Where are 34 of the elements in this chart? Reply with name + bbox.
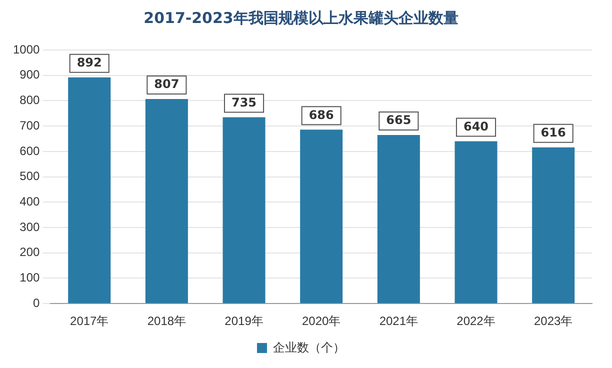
- bar: [145, 98, 188, 304]
- data-label: 892: [76, 56, 102, 70]
- x-tick-label: 2017年: [70, 314, 109, 328]
- y-tick-label: 300: [20, 220, 40, 234]
- data-label: 640: [463, 119, 489, 134]
- y-tick-label: 0: [33, 296, 40, 310]
- y-tick-label: 1000: [12, 42, 40, 56]
- y-tick-label: 100: [20, 270, 40, 285]
- y-tick-label: 500: [20, 169, 40, 184]
- bar: [300, 130, 343, 304]
- bar: [68, 77, 111, 304]
- bar: [222, 117, 266, 304]
- x-tick-label: 2020年: [302, 314, 341, 328]
- x-tick-label: 2023年: [534, 314, 573, 328]
- x-tick-label: 2019年: [224, 314, 264, 328]
- chart-title: 2017-2023年我国规模以上水果罐头企业数量: [144, 8, 458, 27]
- y-tick-label: 900: [20, 68, 40, 82]
- x-tick-label: 2018年: [147, 314, 186, 328]
- data-label: 616: [540, 126, 566, 140]
- bar: [377, 134, 420, 304]
- y-tick-label: 400: [20, 194, 40, 208]
- x-tick-label: 2021年: [379, 314, 418, 328]
- bar: [532, 147, 575, 304]
- x-tick-label: 2022年: [456, 314, 496, 328]
- data-label: 735: [231, 95, 257, 110]
- data-label: 807: [154, 77, 180, 92]
- y-tick-label: 800: [20, 93, 40, 108]
- y-tick-label: 600: [20, 144, 40, 158]
- data-label: 665: [386, 113, 412, 128]
- bar: [454, 141, 498, 304]
- y-tick-label: 700: [20, 118, 40, 132]
- legend-label: 企业数（个）: [273, 340, 345, 354]
- data-label: 686: [308, 108, 334, 122]
- y-tick-label: 200: [20, 245, 40, 260]
